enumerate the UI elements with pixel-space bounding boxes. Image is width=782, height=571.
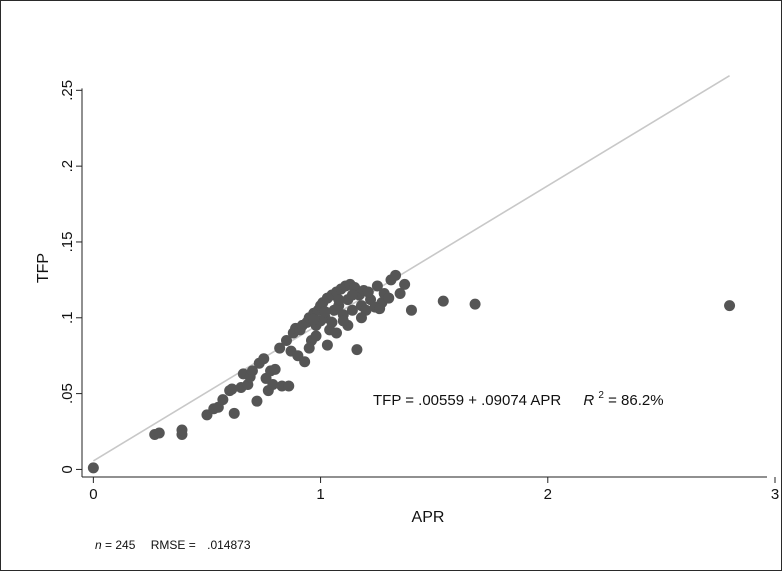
scatter-point <box>176 424 188 436</box>
scatter-point <box>374 303 386 315</box>
scatter-point <box>333 294 345 306</box>
y-axis-title: TFP <box>35 253 52 283</box>
scatter-point <box>337 315 349 327</box>
scatter-point <box>405 304 417 316</box>
scatter-point <box>228 407 240 419</box>
scatter-point <box>346 289 358 301</box>
scatter-point <box>371 280 383 292</box>
scatter-point <box>469 298 481 310</box>
scatter-point <box>283 380 295 392</box>
n-value: = 245 <box>105 538 136 552</box>
scatter-point <box>383 292 395 304</box>
regression-annotation: TFP = .00559 + .09074 APR R 2 = 86.2% <box>373 385 664 409</box>
scatter-point <box>394 288 406 300</box>
scatter-point <box>390 269 402 281</box>
scatter-point <box>303 342 315 354</box>
y-tick-label: .2 <box>59 160 76 173</box>
scatter-point <box>330 327 342 339</box>
x-tick-label: 1 <box>316 486 324 503</box>
y-tick-label: .15 <box>59 232 76 253</box>
scatter-point <box>321 339 333 351</box>
scatter-point <box>355 312 367 324</box>
scatter-point <box>310 330 322 342</box>
scatter-point <box>246 365 258 377</box>
regression-equation: TFP = .00559 + .09074 APR <box>373 392 561 409</box>
r-squared-symbol: R <box>583 392 594 409</box>
y-tick-label: .05 <box>59 383 76 404</box>
x-axis-title: APR <box>412 509 445 526</box>
scatter-point <box>399 278 411 290</box>
scatter-point <box>153 427 165 439</box>
x-tick-label: 0 <box>89 486 97 503</box>
x-tick-label: 2 <box>544 486 552 503</box>
scatter-point <box>274 342 286 354</box>
scatter-point <box>437 295 449 307</box>
scatter-point <box>351 344 363 356</box>
scatter-point <box>258 353 270 365</box>
scatter-point <box>280 335 292 347</box>
scatter-point <box>362 286 374 298</box>
y-tick-label: .1 <box>59 312 76 325</box>
scatter-point <box>308 313 320 325</box>
scatter-point <box>346 304 358 316</box>
scatter-point <box>87 462 99 474</box>
scatter-point <box>226 383 238 395</box>
scatter-point <box>299 356 311 368</box>
rmse-label: RMSE = <box>151 538 196 552</box>
y-tick-label: .25 <box>59 80 76 101</box>
scatter-point <box>267 379 279 391</box>
scatter-point <box>217 394 229 406</box>
rmse-value: .014873 <box>207 538 251 552</box>
scatter-point <box>326 316 338 328</box>
scatter-point <box>319 306 331 318</box>
r-squared-value: = 86.2% <box>608 392 663 409</box>
r-squared-exponent: 2 <box>598 390 604 401</box>
sample-stats-footnote: n = 245 RMSE = .014873 <box>95 538 251 552</box>
scatter-point <box>724 300 736 312</box>
n-symbol: n <box>95 538 102 552</box>
x-tick-label: 3 <box>771 486 779 503</box>
scatter-point <box>269 363 281 375</box>
fit-line <box>92 74 730 462</box>
y-tick-label: 0 <box>59 465 76 473</box>
scatter-point <box>251 395 263 407</box>
